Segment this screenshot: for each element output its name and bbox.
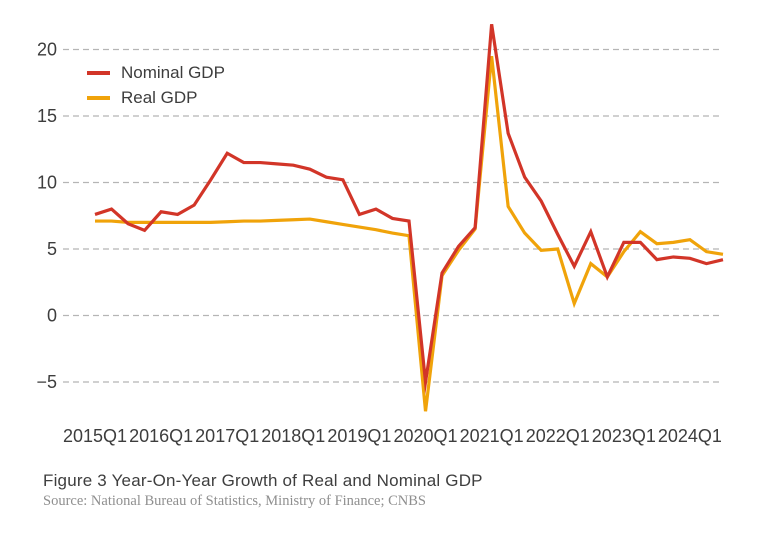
legend-label-real-gdp: Real GDP	[121, 87, 198, 107]
figure-caption: Figure 3 Year-On-Year Growth of Real and…	[43, 471, 483, 490]
y-axis-tick-label: 10	[37, 173, 57, 193]
nominal-gdp-line	[94, 23, 724, 395]
figure-source: Source: National Bureau of Statistics, M…	[43, 493, 426, 509]
legend-item-nominal-gdp: Nominal GDP	[87, 60, 225, 85]
x-axis-tick-label: 2015Q1	[63, 426, 127, 446]
x-axis-tick-label: 2021Q1	[460, 426, 524, 446]
legend-label-nominal-gdp: Nominal GDP	[121, 62, 225, 82]
x-axis-tick-label: 2024Q1	[658, 426, 722, 446]
y-axis-tick-label: 15	[37, 106, 57, 126]
y-axis-tick-label: −5	[36, 372, 57, 392]
x-axis-tick-label: 2016Q1	[129, 426, 193, 446]
x-axis-tick-label: 2023Q1	[592, 426, 656, 446]
chart-legend: Nominal GDP Real GDP	[87, 60, 225, 110]
y-axis-tick-label: 0	[47, 306, 57, 326]
legend-item-real-gdp: Real GDP	[87, 85, 225, 110]
x-axis-tick-label: 2019Q1	[327, 426, 391, 446]
x-axis-tick-label: 2017Q1	[195, 426, 259, 446]
y-axis-tick-label: 20	[37, 40, 57, 60]
y-axis-tick-label: 5	[47, 239, 57, 259]
x-axis-tick-label: 2020Q1	[393, 426, 457, 446]
real-gdp-line-swatch	[87, 95, 110, 100]
nominal-gdp-line-swatch	[87, 70, 110, 75]
chart-canvas: 20 15 10 5 0 −5 2015Q1 2016Q1 2017Q1 2018Q1 2019Q1…	[36, 23, 724, 446]
x-axis-tick-label: 2018Q1	[261, 426, 325, 446]
x-axis-tick-label: 2022Q1	[526, 426, 590, 446]
